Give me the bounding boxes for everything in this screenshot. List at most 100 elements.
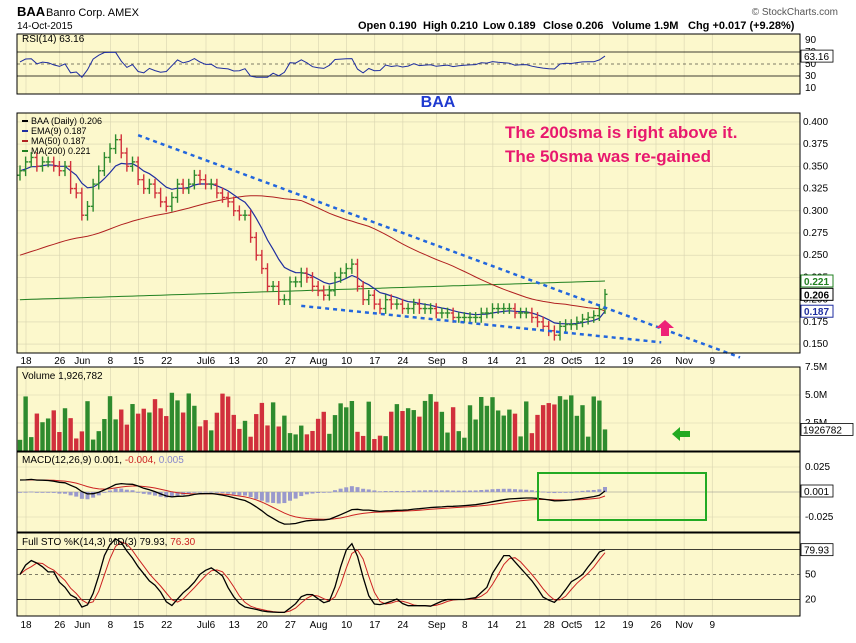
macd-hist-bar [586, 490, 591, 492]
volume-bar [332, 415, 338, 451]
x-tick-label: 22 [161, 356, 173, 367]
price-candle [163, 196, 169, 212]
x-tick-label: 28 [544, 620, 556, 631]
macd-hist-bar [209, 491, 214, 493]
macd-hist-bar [496, 488, 501, 492]
macd-hist-bar [513, 489, 517, 492]
macd-hist-bar [383, 491, 388, 492]
volume-bar [405, 408, 411, 451]
price-candle [366, 289, 372, 305]
price-candle [416, 298, 422, 314]
x-tick-label: 8 [462, 356, 468, 367]
price-candle [253, 232, 259, 261]
x-tick-label: 14 [487, 620, 499, 631]
volume-bar [113, 419, 118, 451]
high-value: High 0.210 [423, 20, 478, 32]
volume-bar [124, 424, 130, 451]
price-candle [34, 152, 40, 172]
price-tick-label: 0.275 [803, 228, 828, 239]
volume-bar [180, 412, 186, 451]
price-candle [118, 134, 124, 159]
x-tick-label: 21 [515, 620, 527, 631]
volume-bar [394, 404, 400, 451]
macd-hist-bar [372, 490, 377, 492]
volume-bar [417, 416, 422, 451]
price-candle [360, 281, 366, 305]
volume-bar [372, 439, 377, 451]
macd-hist-bar [428, 490, 433, 492]
macd-hist-bar [541, 491, 546, 493]
price-candle [186, 178, 192, 194]
price-candle [310, 272, 315, 292]
price-candle [484, 307, 490, 319]
price-candle [79, 187, 85, 221]
macd-hist-bar [316, 492, 321, 493]
x-tick-label: 21 [515, 356, 527, 367]
macd-hist-bar [304, 492, 309, 495]
macd-hist-bar [552, 492, 557, 494]
x-tick-label: 24 [397, 356, 409, 367]
macd-hist-bar [79, 492, 84, 499]
green-arrow-icon [672, 427, 690, 441]
macd-hist-bar [226, 492, 231, 494]
volume-bar [445, 432, 450, 451]
volume-bar [231, 414, 236, 451]
macd-hist-bar [91, 492, 96, 498]
macd-tag-label: 0.001 [804, 487, 829, 498]
price-candle [383, 294, 389, 314]
price-candle [56, 161, 62, 177]
price-candle [405, 303, 411, 314]
volume-bar [287, 433, 293, 451]
price-candle [518, 307, 524, 319]
macd-hist-bar [288, 492, 292, 501]
x-axis-bottom [17, 617, 800, 633]
volume-bar [473, 419, 478, 451]
volume-bar [540, 405, 546, 451]
macd-hist-bar [102, 492, 107, 493]
rsi-tick-label: 30 [805, 71, 817, 82]
volume-bar [552, 404, 557, 451]
macd-hist-bar [417, 490, 422, 492]
price-candle [557, 321, 563, 341]
macd-hist-bar [423, 490, 427, 492]
macd-hist-bar [29, 491, 34, 493]
price-candle [236, 205, 242, 221]
x-tick-label: 8 [108, 356, 114, 367]
price-candle [281, 294, 287, 305]
x-tick-label: Aug [310, 356, 328, 367]
price-candle [456, 312, 462, 323]
macd-hist-bar [338, 488, 343, 492]
macd-hist-bar [378, 491, 382, 493]
volume-bar [293, 434, 298, 451]
volume-bar [366, 401, 371, 451]
volume-bar [383, 436, 388, 451]
volume-bar [490, 397, 495, 451]
volume-bar [299, 425, 304, 451]
volume-bar [321, 411, 326, 451]
volume-bar [524, 401, 529, 451]
volume-bar [535, 414, 540, 451]
x-tick-label: 15 [133, 356, 145, 367]
volume-bar [147, 412, 152, 451]
macd-hist-bar [603, 487, 607, 492]
x-tick-label: 12 [594, 620, 606, 631]
price-candle [321, 285, 327, 301]
volume-label: Volume 1,926,782 [22, 371, 103, 382]
macd-hist-bar [310, 492, 315, 494]
price-tick-label: 0.400 [803, 117, 828, 128]
x-tick-label: 13 [229, 356, 241, 367]
change-value: Chg +0.017 (+9.28%) [688, 20, 795, 32]
price-candle [529, 307, 535, 323]
x-tick-label: 24 [397, 620, 409, 631]
x-axis-labels-bottom: 18 26 Jun 8 15 22 Jul6 13 20 27 Aug 10 17 24 Sep 8 14 21 2… [20, 620, 715, 631]
x-tick-label: 26 [54, 620, 66, 631]
volume-bar [152, 399, 158, 451]
price-candle [568, 319, 574, 330]
volume-bar [344, 407, 349, 451]
macd-hist-bar [501, 488, 506, 492]
volume-bar [428, 394, 433, 451]
price-candle [563, 319, 569, 332]
macd-hist-bar [591, 489, 596, 492]
macd-signal-line [20, 479, 606, 520]
sto-layer [17, 537, 800, 614]
